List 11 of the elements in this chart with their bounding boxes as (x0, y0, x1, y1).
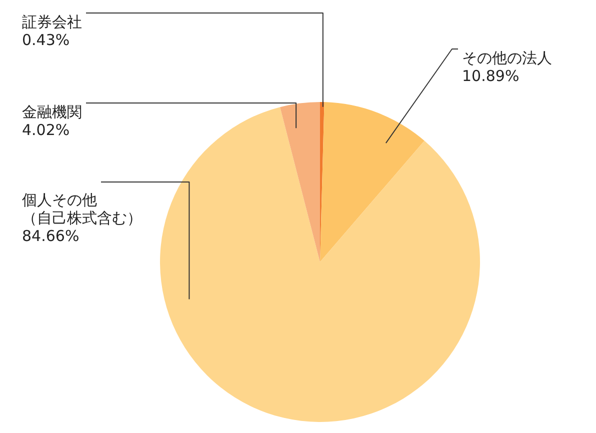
slice-label: その他の法人 (462, 49, 552, 67)
data-label: 84.66% (22, 227, 80, 245)
pie-slice (280, 102, 320, 262)
slice-label: 個人その他（自己株式含む） (22, 191, 142, 227)
slice-label: 証券会社 (22, 13, 82, 31)
pie-slice (320, 102, 424, 262)
data-label: 4.02% (22, 121, 70, 139)
pie-slice (160, 107, 480, 422)
slice-label: 金融機関 (22, 103, 82, 121)
data-label: 10.89% (462, 67, 520, 85)
data-label: 0.43% (22, 31, 70, 49)
